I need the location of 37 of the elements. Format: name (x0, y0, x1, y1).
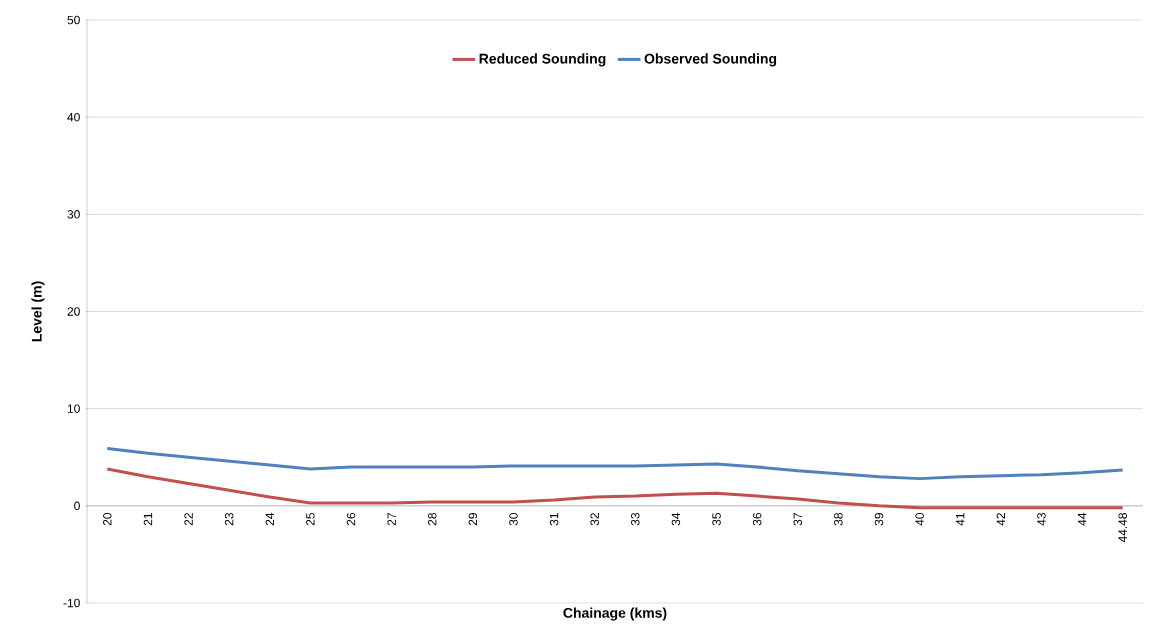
x-tick-label: 33 (631, 513, 640, 526)
x-tick-label: 41 (956, 513, 965, 526)
x-tick-label: 24 (265, 512, 274, 526)
x-tick-label: 34 (671, 512, 681, 526)
y-tick-label: -10 (63, 598, 80, 608)
x-tick-label: 20 (103, 512, 112, 526)
y-tick-label: 50 (67, 15, 80, 25)
x-tick-label: 31 (549, 513, 559, 526)
x-tick-label: 40 (915, 512, 924, 526)
x-tick-label: 42 (996, 513, 1006, 526)
x-tick-label: 38 (834, 513, 843, 526)
y-axis-title: Level (m) (31, 281, 45, 342)
x-tick-label: 37 (793, 513, 802, 526)
x-tick-label: 27 (387, 513, 396, 526)
x-tick-label: 32 (590, 513, 599, 526)
legend-label: Observed Sounding (644, 53, 777, 67)
x-tick-label: 23 (224, 513, 234, 526)
x-tick-label: 30 (509, 512, 518, 526)
x-tick-label: 35 (712, 513, 721, 526)
y-tick-label: 40 (67, 112, 80, 122)
y-tick-label: 0 (74, 501, 80, 511)
x-tick-label: 29 (468, 513, 478, 526)
x-tick-label: 43 (1037, 513, 1046, 526)
x-tick-label: 36 (752, 513, 762, 526)
x-tick-label: 39 (874, 513, 884, 526)
x-tick-label: 28 (427, 513, 437, 526)
x-tick-label: 25 (306, 513, 315, 526)
x-axis-title: Chainage (kms) (563, 607, 667, 621)
y-tick-label: 20 (67, 307, 80, 316)
x-tick-label: 22 (184, 513, 193, 526)
legend-label: Reduced Sounding (479, 53, 606, 67)
y-tick-label: 10 (67, 404, 80, 413)
x-tick-label: 44.48 (1118, 513, 1127, 543)
x-tick-label: 21 (143, 513, 153, 526)
x-tick-label: 26 (346, 513, 356, 526)
x-tick-label: 44 (1077, 512, 1087, 526)
y-tick-label: 30 (67, 210, 80, 219)
